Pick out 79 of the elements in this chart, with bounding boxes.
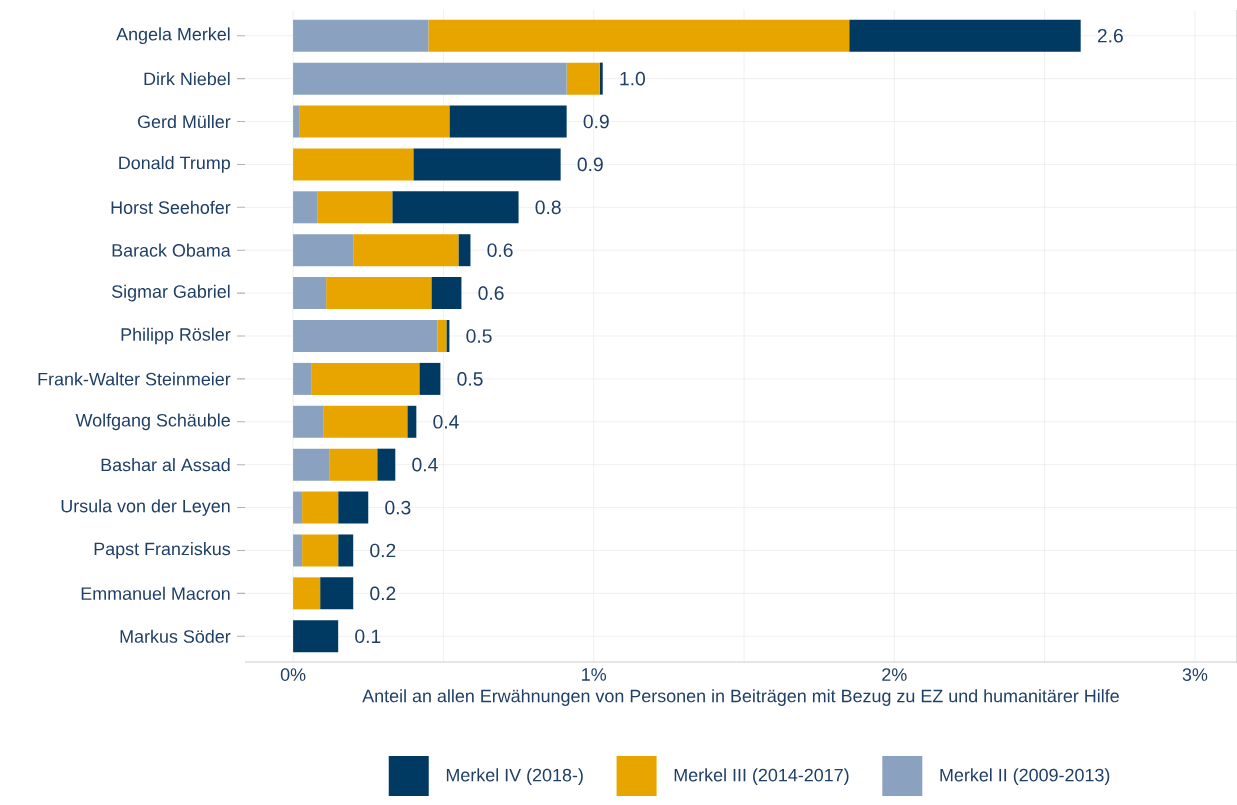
bar: [293, 105, 300, 138]
bar: [293, 362, 312, 395]
bar: [293, 234, 354, 267]
total-label: 0.9: [583, 114, 609, 129]
total-label: 0.3: [385, 500, 411, 515]
bar: [293, 534, 303, 567]
y-tick-label: Papst Franziskus: [94, 542, 231, 559]
bar: [293, 191, 318, 224]
bar: [311, 362, 420, 395]
legend-label: Merkel III (2014-2017): [674, 768, 849, 785]
total-label: 0.2: [370, 543, 396, 558]
x-tick-label: 2%: [882, 668, 907, 681]
total-label: 0.6: [487, 243, 513, 258]
bar: [338, 534, 354, 567]
total-label: 2.6: [1097, 28, 1123, 43]
bar: [293, 405, 324, 438]
bar: [293, 19, 429, 52]
bar: [428, 19, 850, 52]
bar: [431, 277, 462, 310]
x-tick-label: 3%: [1182, 668, 1208, 681]
bar: [293, 148, 414, 181]
bar: [437, 319, 447, 352]
total-label: 0.2: [370, 586, 396, 601]
bar: [326, 277, 432, 310]
legend-label: Merkel IV (2018-): [446, 768, 583, 785]
y-tick-label: Bashar al Assad: [101, 458, 230, 472]
bar: [353, 234, 459, 267]
y-tick-label: Frank-Walter Steinmeier: [38, 372, 231, 386]
bar: [566, 62, 600, 95]
y-tick-label: Markus Söder: [120, 629, 231, 643]
bar: [419, 362, 441, 395]
bar: [392, 191, 519, 224]
bar: [407, 405, 417, 438]
y-tick-label: Dirk Niebel: [144, 72, 230, 86]
total-label: 0.4: [433, 414, 459, 429]
bar: [377, 448, 396, 481]
bar: [293, 319, 438, 352]
bar: [293, 491, 303, 524]
y-tick-label: Ursula von der Leyen: [61, 499, 230, 516]
bar: [446, 319, 450, 352]
total-label: 0.9: [577, 157, 603, 172]
bar: [413, 148, 561, 181]
bar: [449, 105, 567, 138]
bar: [293, 448, 330, 481]
total-label: 0.1: [355, 629, 381, 644]
bar: [849, 19, 1081, 52]
bar: [293, 62, 567, 95]
bar: [302, 534, 339, 567]
total-label: 0.6: [478, 286, 504, 300]
bar: [458, 234, 471, 267]
y-tick-label: Angela Merkel: [116, 27, 230, 45]
y-tick-label: Wolfgang Schäuble: [75, 413, 230, 431]
bar: [293, 277, 327, 310]
y-tick-label: Sigmar Gabriel: [111, 284, 230, 302]
y-tick-label: Horst Seehofer: [111, 200, 231, 214]
y-tick-label: Donald Trump: [119, 156, 230, 173]
y-tick-label: Gerd Müller: [137, 114, 231, 129]
x-tick-label: 1%: [582, 668, 607, 681]
total-label: 0.5: [457, 372, 483, 386]
bar: [317, 191, 393, 224]
bar: [302, 491, 339, 524]
total-label: 1.0: [620, 71, 645, 86]
y-tick-label: Barack Obama: [112, 243, 231, 257]
bar: [329, 448, 378, 481]
x-tick-label: 0%: [280, 668, 306, 681]
bar: [299, 105, 450, 138]
total-label: 0.4: [412, 457, 438, 472]
x-axis-title: Anteil an allen Erwähnungen von Personen in Beiträgen mit Bezug zu EZ und humanitärer Hilfe: [362, 689, 1119, 706]
bar: [293, 620, 339, 653]
bar: [599, 62, 603, 95]
y-tick-label: Emmanuel Macron: [81, 586, 230, 600]
total-label: 0.5: [466, 329, 492, 343]
total-label: 0.8: [535, 200, 561, 215]
y-tick-label: Philipp Rösler: [121, 327, 231, 345]
bar: [293, 577, 321, 610]
bar: [323, 405, 408, 438]
bar: [338, 491, 369, 524]
bar: [320, 577, 354, 610]
legend-label: Merkel II (2009-2013): [940, 768, 1110, 785]
